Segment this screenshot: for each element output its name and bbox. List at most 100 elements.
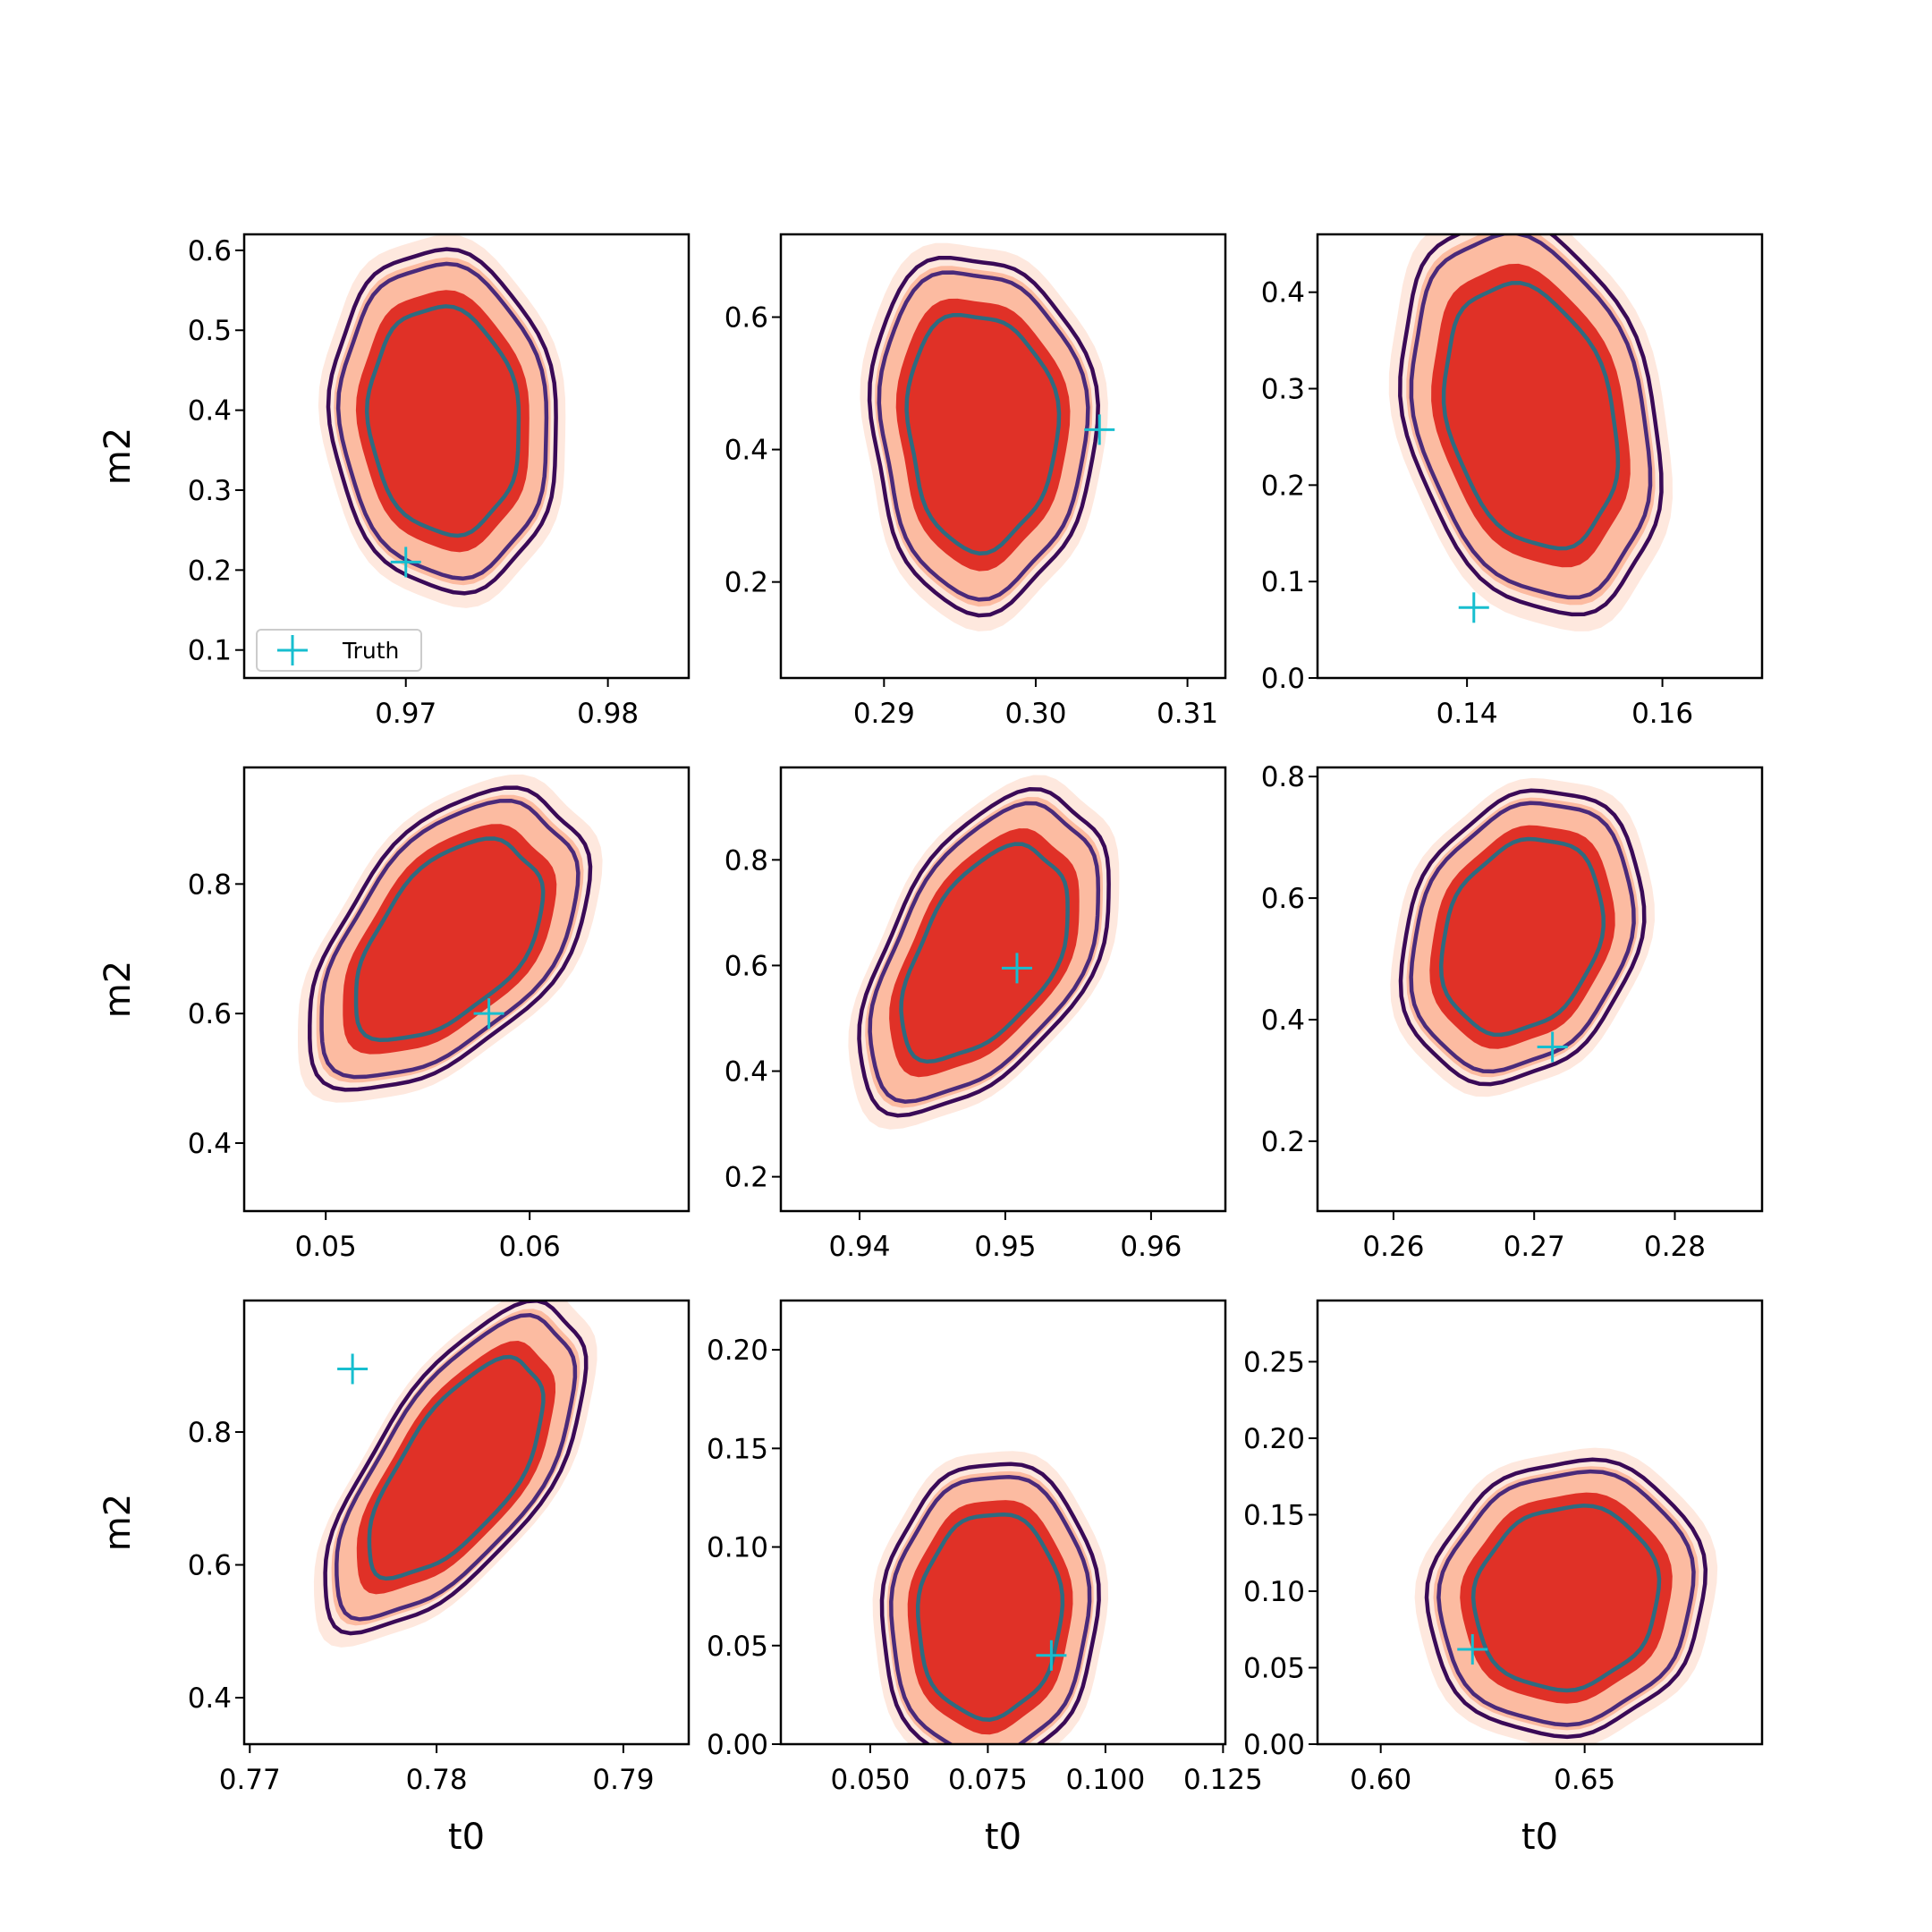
subplot-r0-c0: 0.97 0.98 0.1 0.2 0.3 0.4 0.5 0.6 m2 Truth: [97, 233, 691, 730]
subplot-r1-c1: 0.94 0.95 0.96 0.2 0.4 0.6 0.8: [724, 766, 1227, 1263]
density-fill-inner: [907, 1500, 1073, 1735]
contour-line-outer: [867, 255, 1100, 618]
contour-line-inner: [364, 304, 521, 538]
y-tick-label: 0.4: [724, 1056, 768, 1089]
subplot-r2-c1: 0.050 0.075 0.100 0.125 0.00 0.05 0.10 0.15 0.20…: [707, 1299, 1263, 1858]
axes-frame: [242, 233, 691, 680]
axes-frame: [242, 1299, 691, 1746]
contour-line-mid: [319, 798, 580, 1080]
density-fill-inner: [889, 828, 1080, 1078]
x-tick-label: 0.27: [1504, 1231, 1565, 1263]
contour-line-inner: [1470, 1504, 1662, 1693]
legend-truth-marker: [277, 635, 308, 665]
contour-line-outer: [879, 1462, 1101, 1744]
density-fill-inner: [895, 298, 1071, 572]
density-fill-inner: [356, 1341, 555, 1595]
legend: Truth: [256, 629, 422, 672]
x-tick-label: 0.14: [1436, 698, 1498, 730]
axes-frame: [779, 233, 1227, 680]
y-tick-label: 0.05: [707, 1631, 768, 1663]
y-tick-label: 0.00: [707, 1729, 768, 1761]
y-tick-label: 0.15: [707, 1433, 768, 1465]
y-tick-label: 0.4: [1261, 277, 1305, 309]
y-tick-label: 0.20: [1243, 1423, 1305, 1455]
y-tick-label: 0.2: [724, 1162, 768, 1194]
x-tick-label: 0.16: [1631, 698, 1693, 730]
x-tick-label: 0.60: [1350, 1764, 1411, 1796]
subplot-r2-c0: 0.77 0.78 0.79 0.4 0.6 0.8 m2 t0: [97, 1299, 691, 1858]
contour-line-outer: [308, 785, 593, 1092]
y-tick-label: 0.15: [1243, 1499, 1305, 1531]
contour-line-inner: [367, 1354, 546, 1581]
x-tick-label: 0.125: [1183, 1764, 1263, 1796]
contour-line-mid: [1436, 1469, 1696, 1727]
y-tick-label: 0.1: [188, 635, 232, 667]
y-axis-label: m2: [97, 1494, 139, 1551]
subplot-r1-c2: 0.26 0.27 0.28 0.2 0.4 0.6 0.8: [1261, 761, 1764, 1263]
contour-line-mid: [1409, 801, 1636, 1074]
truth-marker: [1537, 1031, 1568, 1063]
x-tick-label: 0.96: [1120, 1231, 1182, 1263]
y-tick-label: 0.1: [1261, 566, 1305, 598]
y-tick-label: 0.4: [188, 395, 232, 428]
y-tick-label: 0.6: [188, 1550, 232, 1582]
contour-line-inner: [915, 1513, 1065, 1722]
y-tick-label: 0.2: [1261, 470, 1305, 502]
y-tick-label: 0.4: [1261, 1004, 1305, 1037]
x-tick-label: 0.05: [295, 1231, 357, 1263]
truth-marker: [1001, 953, 1032, 984]
axes-frame: [1316, 233, 1764, 680]
axes-frame: [779, 1299, 1227, 1746]
truth-marker: [1457, 1633, 1488, 1665]
density-fill-inner: [1460, 1492, 1673, 1704]
x-tick-label: 0.30: [1004, 698, 1066, 730]
y-tick-label: 0.6: [188, 998, 232, 1030]
y-tick-label: 0.3: [1261, 374, 1305, 406]
y-tick-label: 0.3: [188, 475, 232, 507]
y-tick-label: 0.4: [188, 1682, 232, 1715]
contour-line-mid: [889, 1475, 1092, 1744]
subplot-r2-c2: 0.60 0.65 0.00 0.05 0.10 0.15 0.20 0.25 t0: [1243, 1299, 1764, 1858]
axes-frame: [779, 766, 1227, 1213]
y-tick-label: 0.8: [1261, 761, 1305, 793]
y-axis-label: m2: [97, 961, 139, 1018]
subplot-r1-c0: 0.05 0.06 0.4 0.6 0.8 m2: [97, 766, 691, 1263]
contour-line-mid: [868, 801, 1101, 1104]
x-tick-label: 0.06: [499, 1231, 561, 1263]
y-tick-label: 0.10: [707, 1532, 768, 1564]
density-fill-inner: [343, 824, 557, 1055]
legend-label: Truth: [342, 638, 399, 664]
truth-marker: [337, 1353, 369, 1385]
contour-line-inner: [1438, 836, 1606, 1038]
contour-line-inner: [353, 836, 546, 1042]
truth-marker: [1458, 592, 1489, 623]
y-tick-label: 0.6: [188, 235, 232, 267]
x-tick-label: 0.28: [1644, 1231, 1706, 1263]
contour-line-mid: [1409, 234, 1653, 600]
y-tick-label: 0.4: [188, 1128, 232, 1160]
x-tick-label: 0.31: [1157, 698, 1218, 730]
contour-line-inner: [904, 312, 1062, 556]
truth-marker: [473, 998, 504, 1030]
y-tick-label: 0.8: [724, 844, 768, 877]
x-tick-label: 0.29: [853, 698, 915, 730]
x-axis-label: t0: [1521, 1817, 1558, 1858]
contour-line-mid: [877, 270, 1090, 602]
y-tick-label: 0.10: [1243, 1576, 1305, 1608]
density-fill-inner: [355, 290, 530, 553]
axes-frame: [242, 766, 691, 1213]
contour-line-mid: [335, 1313, 578, 1622]
density-fill-inner: [1431, 263, 1631, 568]
x-tick-label: 0.075: [948, 1764, 1028, 1796]
y-tick-label: 0.6: [724, 950, 768, 982]
x-tick-label: 0.65: [1554, 1764, 1615, 1796]
density-fill-inner: [1429, 825, 1615, 1049]
x-tick-label: 0.97: [375, 698, 436, 730]
truth-marker: [390, 547, 421, 578]
x-axis-label: t0: [985, 1817, 1021, 1858]
contour-line-outer: [857, 786, 1111, 1118]
y-tick-label: 0.05: [1243, 1652, 1305, 1684]
axes-frame: [1316, 766, 1764, 1213]
y-tick-label: 0.4: [724, 435, 768, 467]
